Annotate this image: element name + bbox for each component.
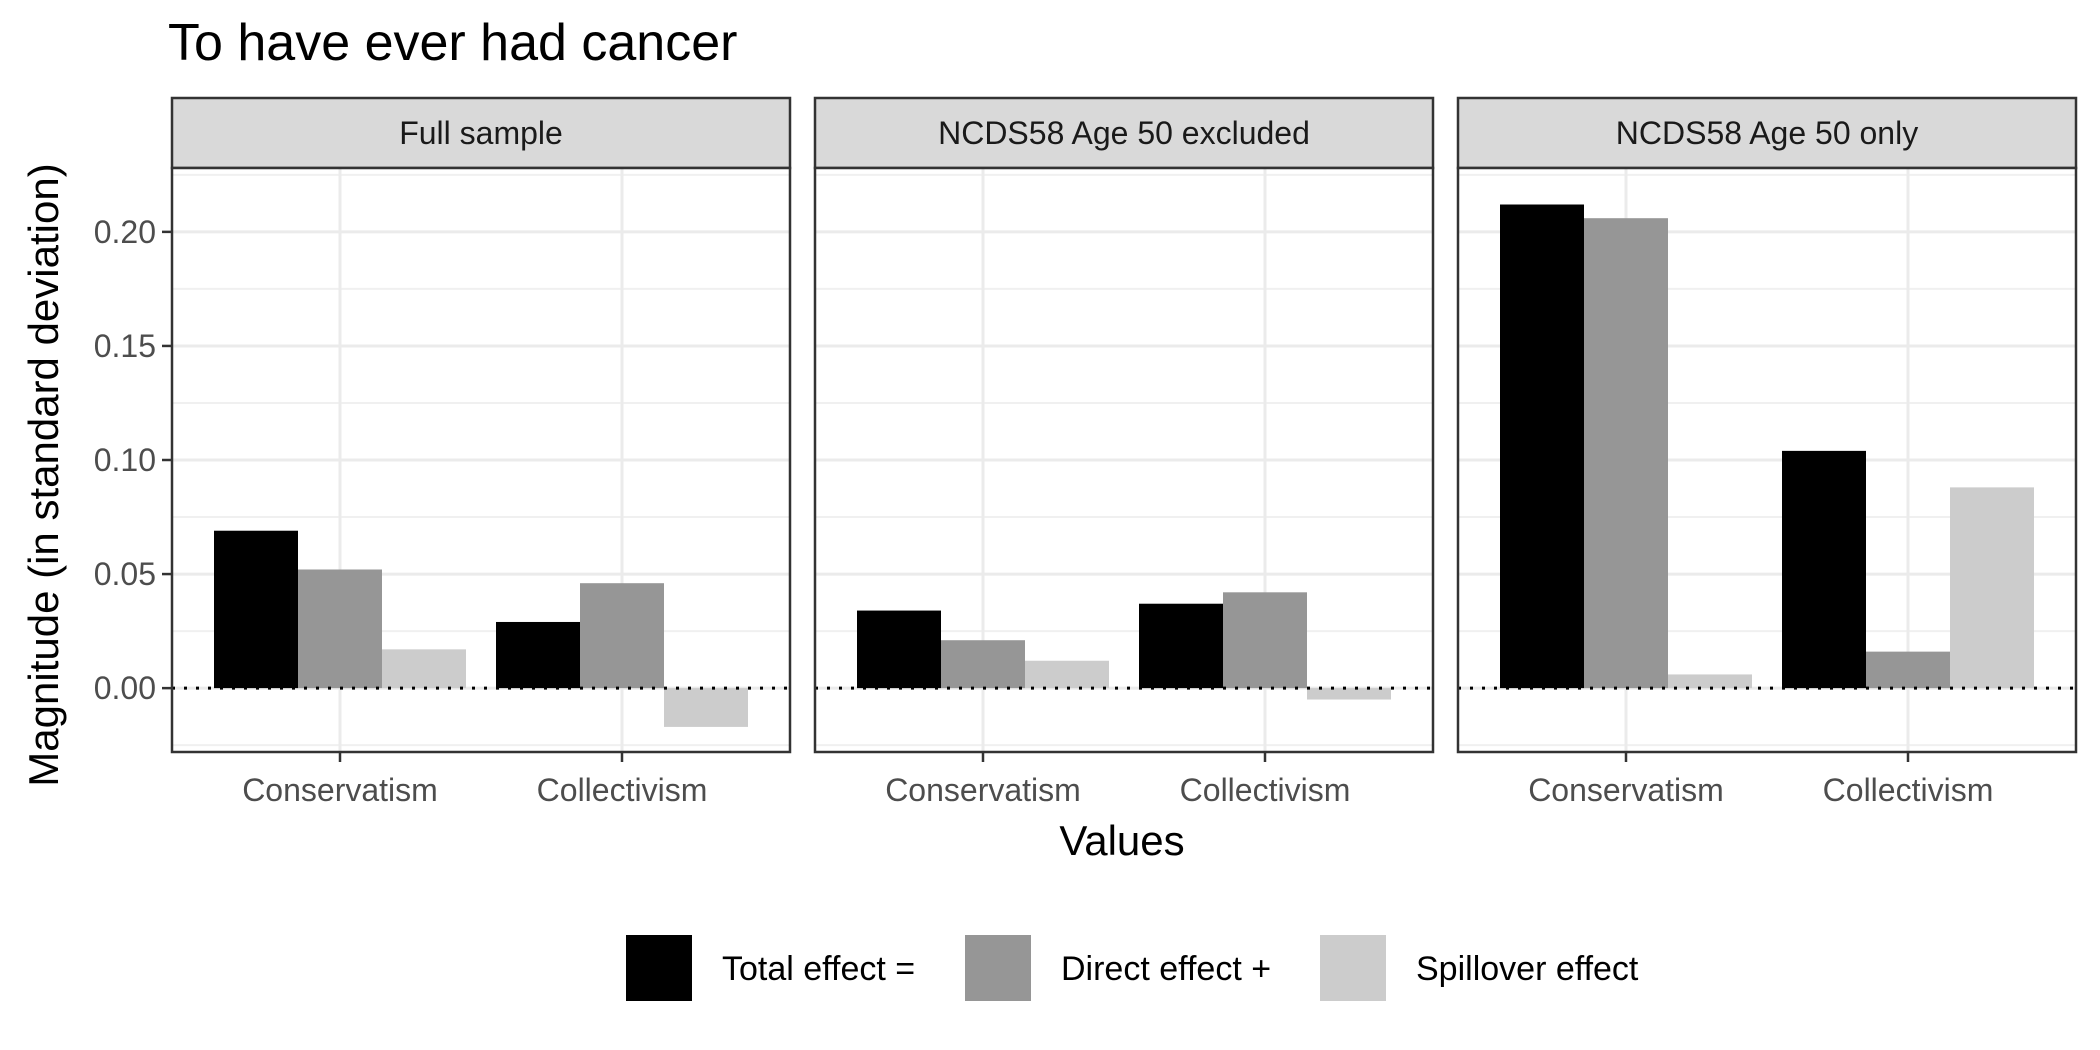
- legend-key: [1320, 935, 1386, 1001]
- chart-title: To have ever had cancer: [168, 14, 737, 72]
- bar: [214, 530, 298, 689]
- bar: [1223, 592, 1307, 689]
- y-tick-label: 0.10: [94, 442, 156, 478]
- legend-item: Direct effect +: [965, 935, 1271, 1001]
- legend-label: Spillover effect: [1416, 950, 1639, 988]
- panel-strip-label: Full sample: [399, 115, 563, 151]
- panel-strip-label: NCDS58 Age 50 only: [1616, 115, 1918, 151]
- panel-strip: [170, 96, 792, 170]
- panel-strip-label: NCDS58 Age 50 excluded: [938, 115, 1310, 151]
- y-axis-title: Magnitude (in standard deviation): [20, 163, 67, 786]
- legend-item: Total effect =: [626, 935, 915, 1001]
- legend: Total effect = Direct effect + Spillover e…: [626, 935, 1639, 1001]
- bar: [1025, 660, 1109, 689]
- panel: NCDS58 Age 50 excluded Conservatism Collec…: [813, 96, 1435, 808]
- legend-item: Spillover effect: [1320, 935, 1639, 1001]
- y-tick-label: 0.20: [94, 214, 156, 250]
- y-tick-label: 0.00: [94, 670, 156, 706]
- bar: [1500, 204, 1584, 689]
- bar: [664, 688, 748, 727]
- bar: [496, 621, 580, 689]
- bar: [1950, 487, 2034, 689]
- panels: Full sample Conservatism Collectivism 0.00 0…: [94, 96, 2078, 808]
- bar: [382, 649, 466, 689]
- bar: [1307, 688, 1391, 700]
- y-tick-label: 0.15: [94, 328, 156, 364]
- x-tick-label: Collectivism: [1823, 772, 1994, 808]
- legend-label: Total effect =: [722, 950, 915, 988]
- panel-border: [1456, 166, 2078, 754]
- x-tick-label: Collectivism: [537, 772, 708, 808]
- x-tick-label: Collectivism: [1180, 772, 1351, 808]
- bar: [1584, 218, 1668, 689]
- bar: [298, 569, 382, 689]
- bar: [1866, 651, 1950, 689]
- panel-strip: [813, 96, 1435, 170]
- panel-strip: [1456, 96, 2078, 170]
- panel: Full sample Conservatism Collectivism 0.00 0…: [94, 96, 792, 808]
- panel-border: [813, 166, 1435, 754]
- x-axis-title: Values: [1059, 817, 1184, 864]
- panel: NCDS58 Age 50 only Conservatism Collectivi…: [1456, 96, 2078, 808]
- bar: [857, 610, 941, 689]
- legend-key: [965, 935, 1031, 1001]
- y-tick-label: 0.05: [94, 556, 156, 592]
- x-tick-label: Conservatism: [1528, 772, 1724, 808]
- bar: [1668, 674, 1752, 689]
- bar: [941, 640, 1025, 689]
- x-tick-label: Conservatism: [242, 772, 438, 808]
- bar: [580, 583, 664, 689]
- legend-key: [626, 935, 692, 1001]
- legend-label: Direct effect +: [1061, 950, 1271, 988]
- bar: [1139, 603, 1223, 689]
- x-tick-label: Conservatism: [885, 772, 1081, 808]
- bar: [1782, 450, 1866, 689]
